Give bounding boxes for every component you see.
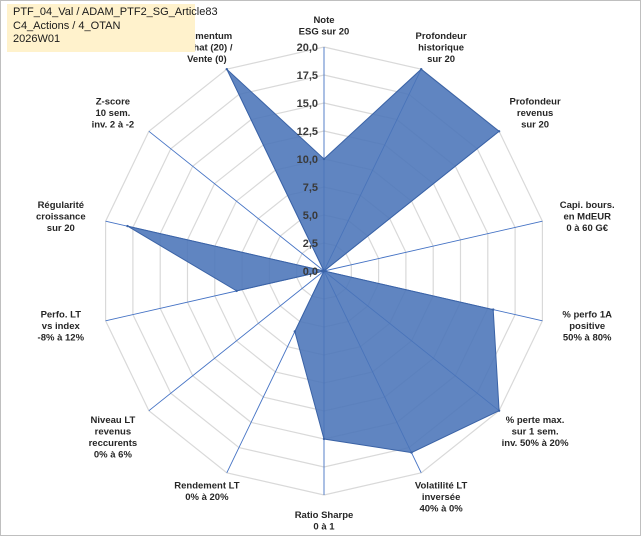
axis-label-line: revenus	[517, 108, 553, 119]
axis-label-line: Perfo. LT	[41, 310, 82, 321]
axis-label-8: Ratio Sharpe 0 à 1	[295, 510, 354, 533]
axis-label-line: sur 20	[47, 223, 75, 234]
axis-label-line: 0 à 1	[313, 522, 335, 533]
axis-label-line: revenus	[95, 427, 131, 438]
series-point-9	[293, 330, 296, 333]
chart-title-box: PTF_04_Val / ADAM_PTF2_SG_Article83 C4_A…	[7, 4, 218, 52]
series-point-3	[497, 130, 501, 133]
axis-label-line: sur 20	[521, 119, 549, 130]
axis-spoke-4	[323, 220, 543, 272]
axis-label-line: 0% à 20%	[185, 492, 229, 503]
axis-label-line: -8% à 12%	[38, 333, 85, 344]
axis-label-6: % perte max. sur 1 sem. inv. 50% à 20%	[502, 415, 569, 449]
series-point-8	[322, 437, 326, 441]
axis-label-5: % perfo 1A positive 50% à 80%	[562, 310, 612, 344]
axis-labels: Note ESG sur 20 Profondeur historique sur 20…	[36, 15, 615, 533]
axis-label-line: reccurents	[89, 438, 138, 449]
axis-label-line: inv. 2 à -2	[92, 119, 135, 130]
axis-label-13: Z-score 10 sem. inv. 2 à -2	[92, 96, 135, 130]
axis-label-line: Z-score	[96, 96, 130, 107]
series-point-2	[420, 68, 423, 71]
tick-label: 2,5	[303, 238, 318, 250]
axis-label-line: Profondeur	[415, 31, 466, 42]
axis-label-line: Vente (0)	[187, 54, 227, 65]
axis-label-1: Note ESG sur 20	[299, 15, 350, 38]
axis-spoke-10	[148, 270, 325, 412]
series-point-11	[235, 289, 238, 293]
axis-label-line: ESG sur 20	[299, 27, 350, 38]
axis-label-line: Volatilité LT	[415, 481, 468, 492]
axis-label-line: Momentum	[182, 31, 233, 42]
tick-label: 15,0	[297, 98, 318, 110]
tick-label: 7,5	[303, 182, 318, 194]
axis-label-line: 10 sem.	[95, 108, 130, 119]
axis-label-line: inv. 50% à 20%	[502, 438, 569, 449]
axis-label-line: 50% à 80%	[563, 333, 612, 344]
axis-label-line: vs index	[42, 321, 81, 332]
radial-tick-labels: 0,0 2,5 5,0 7,5 10,0 12,5 15,0 17,5 20,0	[297, 42, 318, 278]
axis-label-3: Profondeur revenus sur 20	[509, 96, 560, 130]
axis-label-line: Régularité	[38, 200, 84, 211]
series-point-13	[322, 269, 326, 273]
series-point-6	[497, 409, 501, 412]
axis-label-line: Profondeur	[509, 96, 560, 107]
series-point-14	[225, 68, 228, 71]
series-point-1	[322, 157, 326, 161]
axis-label-12: Régularité croissance sur 20	[36, 200, 86, 234]
axis-label-line: en MdEUR	[563, 212, 611, 223]
axis-spoke-13	[148, 130, 325, 272]
axis-label-2: Profondeur historique sur 20	[415, 31, 466, 65]
axis-label-line: Achat (20) /	[181, 42, 233, 53]
title-line-portfolio: PTF_04_Val / ADAM_PTF2_SG_Article83	[13, 6, 218, 18]
tick-label: 10,0	[297, 154, 318, 166]
series-point-7	[410, 451, 413, 454]
axis-label-line: sur 1 sem.	[512, 427, 559, 438]
axis-label-10: Niveau LT revenus reccurents 0% à 6%	[89, 415, 138, 461]
title-line-category: C4_Actions / 4_OTAN	[13, 19, 121, 32]
axis-label-line: 0 à 60 G€	[566, 223, 608, 234]
tick-label: 20,0	[297, 42, 318, 54]
axis-label-line: Note	[313, 15, 334, 26]
axis-label-line: 40% à 0%	[419, 504, 463, 515]
axis-label-line: % perte max.	[506, 415, 565, 426]
axis-label-line: Niveau LT	[91, 415, 136, 426]
axis-label-14: Momentum Achat (20) / Vente (0)	[181, 31, 233, 65]
axis-label-line: positive	[569, 321, 605, 332]
axis-label-7: Volatilité LT inversée 40% à 0%	[415, 481, 468, 515]
axis-label-line: Ratio Sharpe	[295, 510, 354, 521]
axis-label-line: Capi. bours.	[560, 200, 615, 211]
axis-label-line: sur 20	[427, 54, 455, 65]
axis-label-line: croissance	[36, 212, 86, 223]
series-point-12	[126, 224, 129, 228]
tick-label: 5,0	[303, 210, 318, 222]
axis-label-line: % perfo 1A	[562, 310, 612, 321]
axis-label-11: Perfo. LT vs index -8% à 12%	[38, 310, 85, 344]
series-point-5	[492, 308, 495, 311]
axis-label-line: 0% à 6%	[94, 450, 133, 461]
tick-label: 17,5	[297, 70, 318, 82]
tick-label: 12,5	[297, 126, 318, 138]
axis-label-4: Capi. bours. en MdEUR 0 à 60 G€	[560, 200, 615, 234]
axis-label-line: Rendement LT	[174, 481, 239, 492]
axis-label-9: Rendement LT 0% à 20%	[174, 481, 239, 504]
radar-series	[126, 68, 501, 454]
axis-label-line: inversée	[422, 492, 461, 503]
title-line-week: 2026W01	[13, 33, 61, 45]
tick-label: 0,0	[303, 266, 318, 278]
axis-label-line: historique	[418, 42, 464, 53]
